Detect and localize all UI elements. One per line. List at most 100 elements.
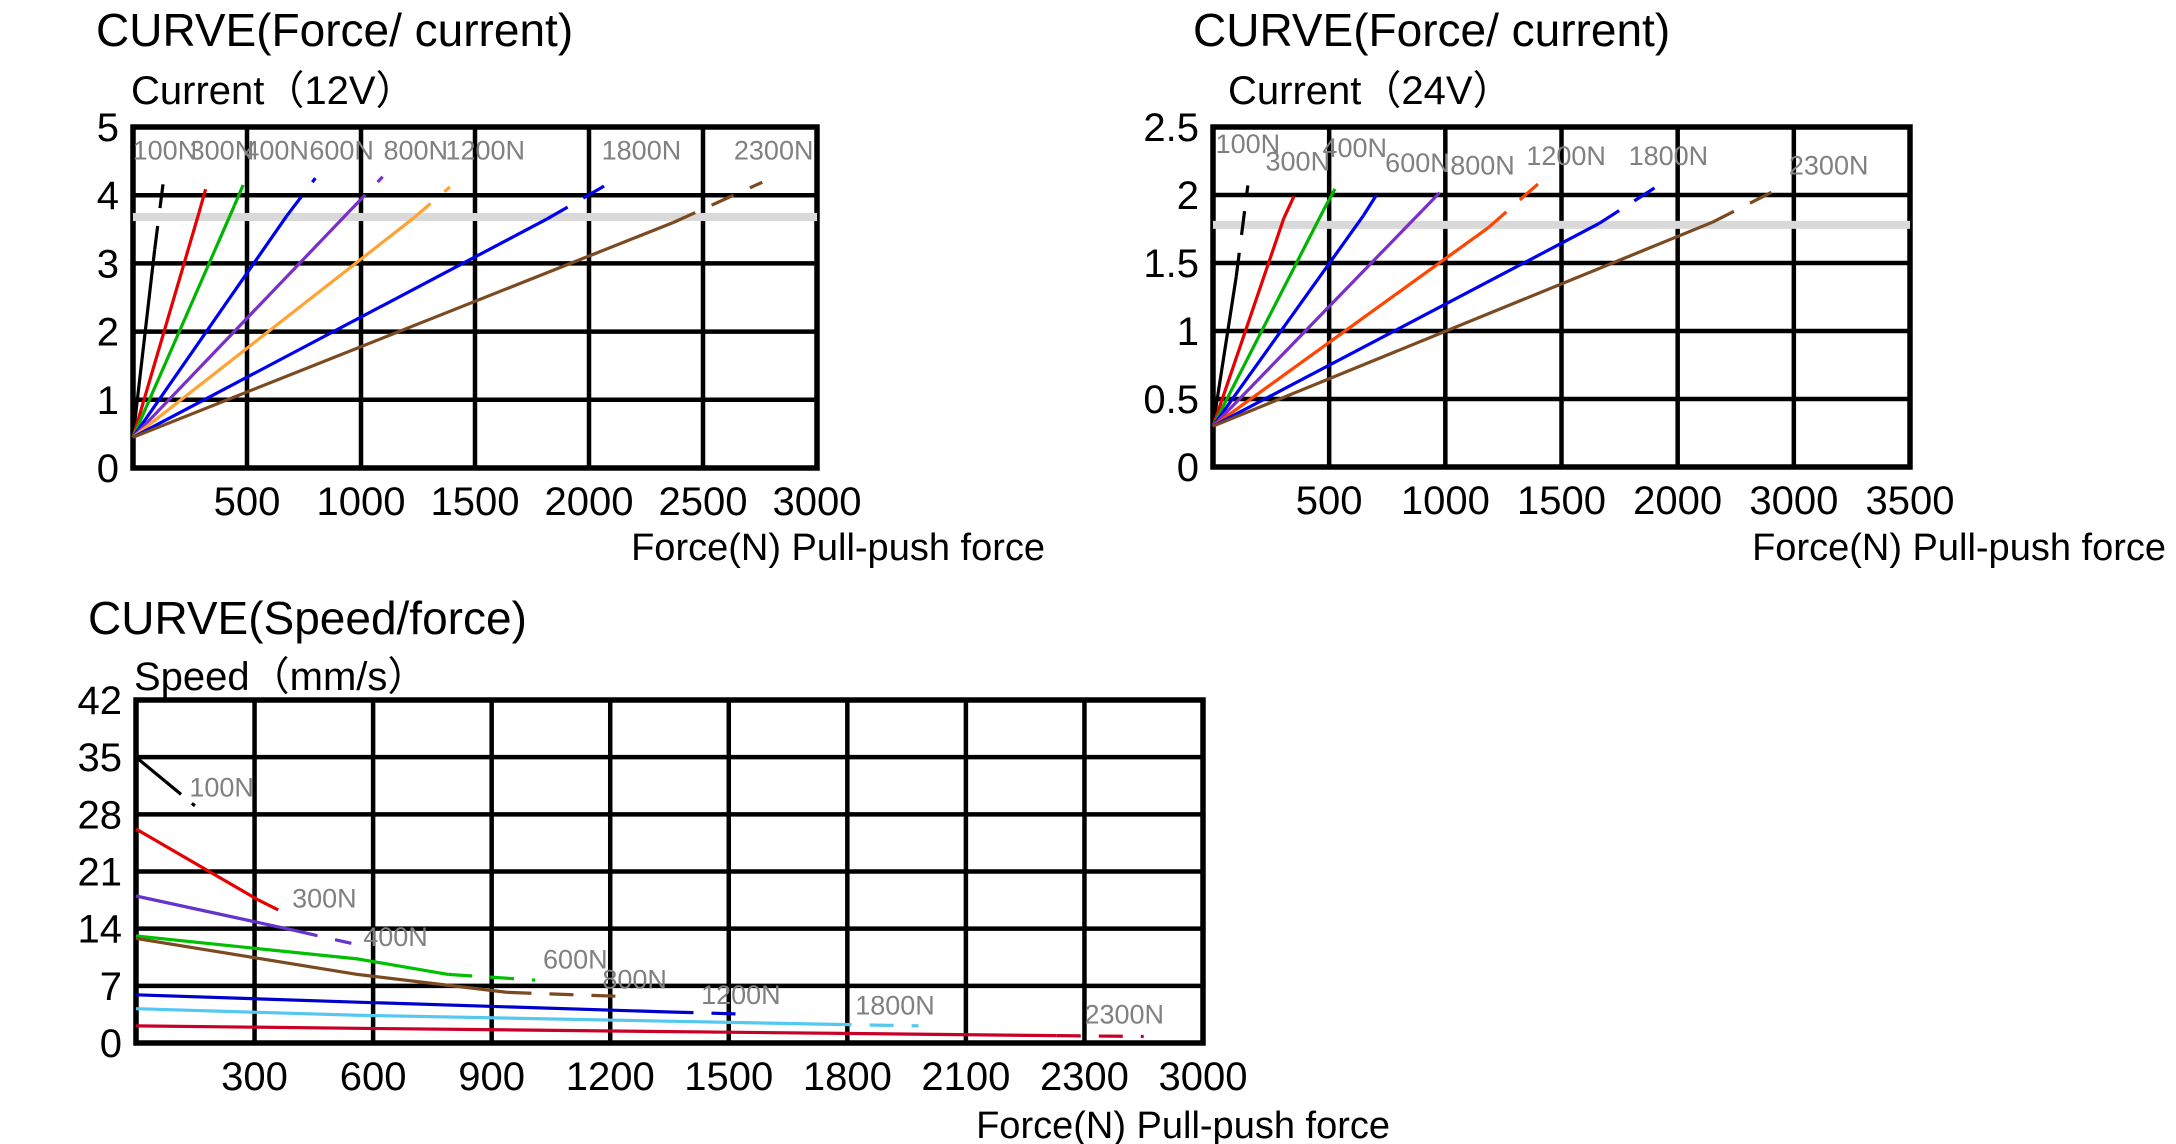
series-line-100N [131,249,157,438]
x-tick-label: 1200 [566,1055,655,1099]
series-line-dashed-100N [153,177,166,250]
y-tick-label: 2 [1177,174,1199,218]
series-line-400N [131,204,236,438]
series-line-dashed-1800N [827,1022,919,1028]
series-label-1200N: 1200N [701,980,781,1010]
series-line-dashed-400N [1322,184,1339,211]
series-line-800N [131,211,350,439]
y-tick-label: 7 [100,965,122,1009]
x-tick-label: 500 [214,480,281,524]
series-label-400N: 400N [363,922,428,952]
series-label-300N: 300N [292,883,357,913]
series-line-2300N [132,220,674,439]
series-line-1200N [1212,226,1490,428]
x-tick-label: 3000 [773,480,862,524]
series-line-dashed-2300N [1711,185,1783,224]
x-tick-label: 1000 [317,480,406,524]
series-line-1800N [132,217,548,439]
series-line-300N [135,827,260,902]
x-tick-label: 900 [458,1055,525,1099]
y-tick-label: 0 [1177,446,1199,490]
y-tick-label: 0.5 [1143,378,1199,422]
series-line-100N [134,755,167,783]
series-label-800N: 800N [383,136,448,166]
series-line-1200N [132,217,414,439]
series-line-dashed-2300N [672,180,763,224]
y-tick-label: 1 [97,379,119,423]
series-line-1800N [135,1007,828,1026]
series-label-800N: 800N [602,964,667,994]
y-tick-label: 14 [78,908,123,952]
series-label-2300N: 2300N [1084,999,1164,1029]
series-line-300N [1211,217,1286,427]
series-label-400N: 400N [244,136,309,166]
x-axis-title: Force(N) Pull-push force [1752,527,2166,569]
x-tick-label: 2100 [921,1055,1010,1099]
series-line-1800N [1212,222,1600,428]
plot-border [1210,124,1913,470]
series-line-dashed-800N [507,990,623,999]
y-axis-title: Current（12V） [131,69,416,113]
x-tick-label: 1500 [431,480,520,524]
chart-title: CURVE(Force/ current) [1193,4,1670,56]
series-line-2300N [1212,220,1714,428]
series-label-600N: 600N [309,136,374,166]
x-tick-label: 2300 [1040,1055,1129,1099]
y-tick-label: 2.5 [1143,106,1199,150]
series-label-2300N: 2300N [1789,151,1869,181]
y-tick-label: 5 [97,106,119,150]
series-line-dashed-1800N [546,182,609,221]
series-line-800N [135,936,508,994]
x-tick-label: 2500 [659,480,748,524]
series-line-2300N [135,1024,1057,1038]
series-line-dashed-600N [448,972,536,982]
y-tick-label: 28 [78,793,123,837]
y-tick-label: 4 [97,174,119,218]
series-line-dashed-300N [257,898,279,912]
series-line-dashed-2300N [1056,1034,1144,1039]
y-tick-label: 1.5 [1143,242,1199,286]
series-line-dashed-600N [1362,187,1383,217]
y-tick-label: 0 [97,447,119,491]
y-tick-label: 21 [78,851,123,895]
series-line-dashed-1200N [1487,181,1541,229]
y-axis-title: Current（24V） [1228,69,1513,113]
series-line-800N [1211,208,1424,428]
x-tick-label: 1500 [684,1055,773,1099]
y-axis-title: Speed（mm/s） [134,655,427,699]
y-tick-label: 1 [1177,310,1199,354]
series-label-800N: 800N [1450,151,1515,181]
series-line-dashed-1200N [411,185,451,221]
series-label-1800N: 1800N [1629,141,1709,171]
x-tick-label: 3000 [1749,479,1838,523]
y-tick-label: 42 [78,679,123,723]
series-line-dashed-600N [285,177,317,217]
y-tick-label: 35 [78,736,123,780]
series-label-1800N: 1800N [855,990,935,1020]
plot-border [133,697,1206,1046]
series-line-dashed-300N [1282,184,1301,219]
series-line-dashed-100N [164,780,201,811]
series-line-dashed-400N [232,184,245,207]
series-label-2300N: 2300N [734,136,814,166]
x-tick-label: 2000 [1633,479,1722,523]
x-tick-label: 3000 [1159,1055,1248,1099]
chart-title: CURVE(Force/ current) [96,4,573,56]
series-line-dashed-800N [1421,185,1447,212]
x-tick-label: 3500 [1866,479,1955,523]
series-line-1200N [135,993,670,1014]
series-line-dashed-1200N [669,1010,741,1016]
series-label-100N: 100N [189,772,254,802]
series-line-dashed-300N [197,177,211,213]
series-label-100N: 100N [133,136,198,166]
series-label-300N: 300N [190,136,255,166]
x-tick-label: 600 [340,1055,407,1099]
series-line-dashed-100N [1234,185,1250,277]
series-label-1200N: 1200N [445,136,525,166]
y-tick-label: 0 [100,1022,122,1066]
series-label-300N: 300N [1266,147,1331,177]
x-axis-title: Force(N) Pull-push force [631,527,1045,569]
x-tick-label: 300 [221,1055,288,1099]
